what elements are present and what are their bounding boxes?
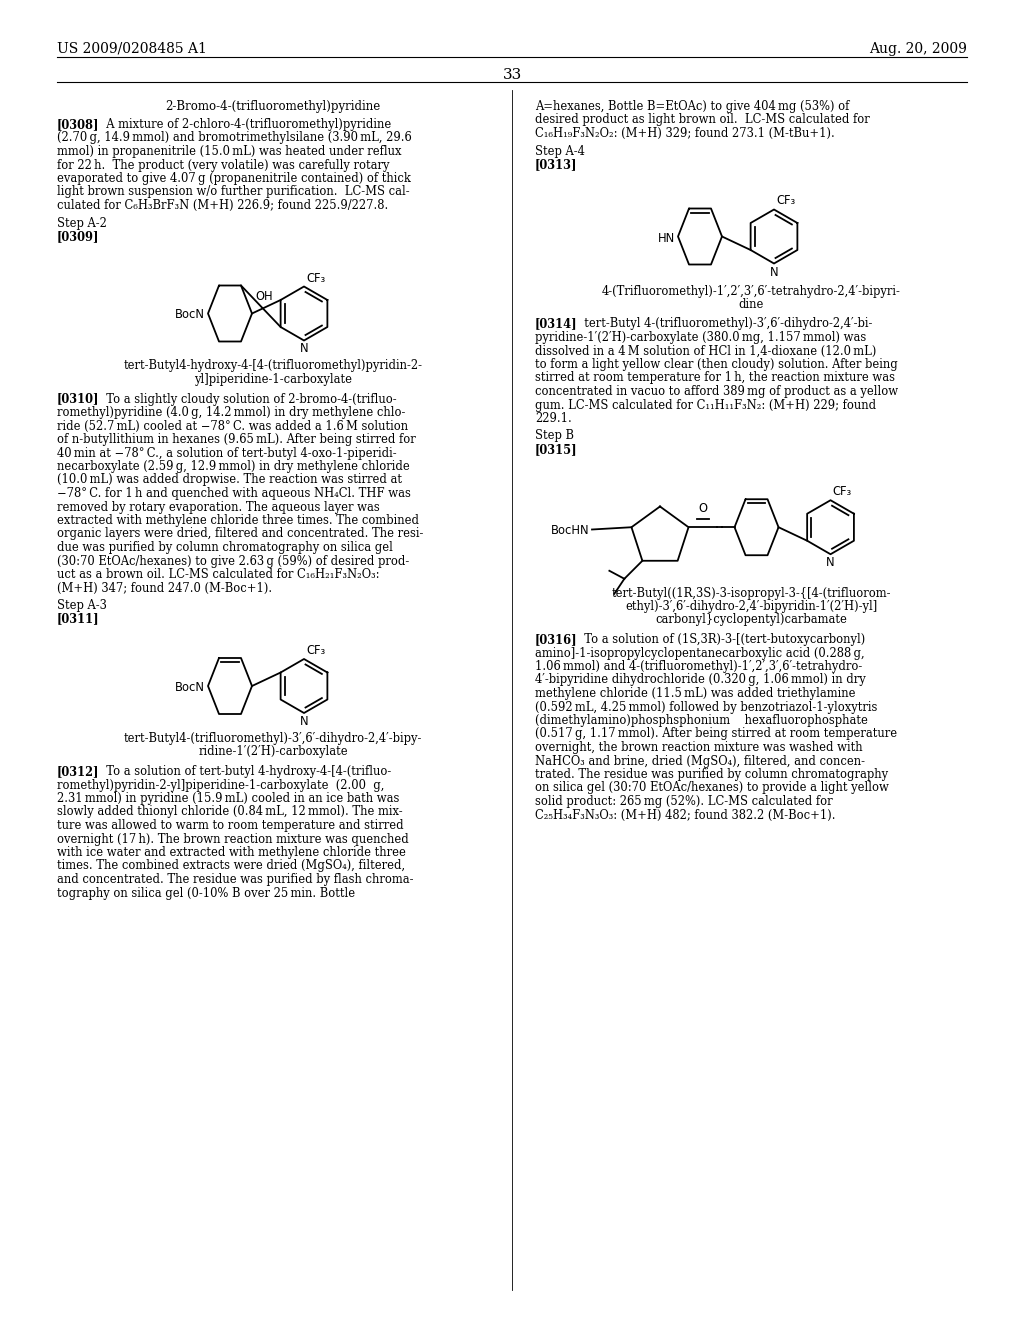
Text: dissolved in a 4 M solution of HCl in 1,4-dioxane (12.0 mL): dissolved in a 4 M solution of HCl in 1,… <box>535 345 877 358</box>
Text: necarboxylate (2.59 g, 12.9 mmol) in dry methylene chloride: necarboxylate (2.59 g, 12.9 mmol) in dry… <box>57 459 410 473</box>
Text: (M+H) 347; found 247.0 (M-Boc+1).: (M+H) 347; found 247.0 (M-Boc+1). <box>57 582 272 594</box>
Text: yl]piperidine-1-carboxylate: yl]piperidine-1-carboxylate <box>194 374 352 385</box>
Text: [0308]: [0308] <box>57 117 99 131</box>
Text: BocN: BocN <box>175 681 205 694</box>
Text: (0.517 g, 1.17 mmol). After being stirred at room temperature: (0.517 g, 1.17 mmol). After being stirre… <box>535 727 897 741</box>
Text: slowly added thionyl chloride (0.84 mL, 12 mmol). The mix-: slowly added thionyl chloride (0.84 mL, … <box>57 805 402 818</box>
Text: N: N <box>770 265 778 279</box>
Text: tography on silica gel (0-10% B over 25 min. Bottle: tography on silica gel (0-10% B over 25 … <box>57 887 355 899</box>
Text: methylene chloride (11.5 mL) was added triethylamine: methylene chloride (11.5 mL) was added t… <box>535 686 855 700</box>
Text: [0315]: [0315] <box>535 444 578 455</box>
Text: (0.592 mL, 4.25 mmol) followed by benzotriazol-1-yloxytris: (0.592 mL, 4.25 mmol) followed by benzot… <box>535 701 878 714</box>
Text: tert-Butyl((1R,3S)-3-isopropyl-3-{[4-(trifluorom-: tert-Butyl((1R,3S)-3-isopropyl-3-{[4-(tr… <box>611 586 891 599</box>
Text: dine: dine <box>738 298 764 312</box>
Text: N: N <box>300 715 308 729</box>
Text: US 2009/0208485 A1: US 2009/0208485 A1 <box>57 42 207 55</box>
Text: tert-Butyl 4-(trifluoromethyl)-3′,6′-dihydro-2,4′-bi-: tert-Butyl 4-(trifluoromethyl)-3′,6′-dih… <box>577 318 872 330</box>
Text: (10.0 mL) was added dropwise. The reaction was stirred at: (10.0 mL) was added dropwise. The reacti… <box>57 474 402 487</box>
Text: on silica gel (30:70 EtOAc/hexanes) to provide a light yellow: on silica gel (30:70 EtOAc/hexanes) to p… <box>535 781 889 795</box>
Text: (2.70 g, 14.9 mmol) and bromotrimethylsilane (3.90 mL, 29.6: (2.70 g, 14.9 mmol) and bromotrimethylsi… <box>57 132 412 144</box>
Text: concentrated in vacuo to afford 389 mg of product as a yellow: concentrated in vacuo to afford 389 mg o… <box>535 385 898 399</box>
Text: 1.06 mmol) and 4-(trifluoromethyl)-1′,2′,3′,6′-tetrahydro-: 1.06 mmol) and 4-(trifluoromethyl)-1′,2′… <box>535 660 862 673</box>
Text: mmol) in propanenitrile (15.0 mL) was heated under reflux: mmol) in propanenitrile (15.0 mL) was he… <box>57 145 401 158</box>
Text: organic layers were dried, filtered and concentrated. The resi-: organic layers were dried, filtered and … <box>57 528 423 540</box>
Text: 229.1.: 229.1. <box>535 412 571 425</box>
Text: 40 min at −78° C., a solution of tert-butyl 4-oxo-1-piperidi-: 40 min at −78° C., a solution of tert-bu… <box>57 446 396 459</box>
Text: to form a light yellow clear (then cloudy) solution. After being: to form a light yellow clear (then cloud… <box>535 358 898 371</box>
Text: C₂₅H₃₄F₃N₃O₃: (M+H) 482; found 382.2 (M-Boc+1).: C₂₅H₃₄F₃N₃O₃: (M+H) 482; found 382.2 (M-… <box>535 808 836 821</box>
Text: O: O <box>698 502 707 515</box>
Text: [0310]: [0310] <box>57 392 99 405</box>
Text: [0312]: [0312] <box>57 766 99 777</box>
Text: BocHN: BocHN <box>551 524 590 537</box>
Text: N: N <box>826 556 835 569</box>
Text: N: N <box>300 342 308 355</box>
Text: BocN: BocN <box>175 309 205 322</box>
Text: OH: OH <box>255 290 272 304</box>
Text: due was purified by column chromatography on silica gel: due was purified by column chromatograph… <box>57 541 393 554</box>
Text: desired product as light brown oil.  LC-MS calculated for: desired product as light brown oil. LC-M… <box>535 114 869 127</box>
Text: amino]-1-isopropylcyclopentanecarboxylic acid (0.288 g,: amino]-1-isopropylcyclopentanecarboxylic… <box>535 647 864 660</box>
Text: Step A-3: Step A-3 <box>57 599 106 612</box>
Text: 33: 33 <box>503 69 521 82</box>
Text: overnight, the brown reaction mixture was washed with: overnight, the brown reaction mixture wa… <box>535 741 862 754</box>
Text: Step A-2: Step A-2 <box>57 216 106 230</box>
Text: evaporated to give 4.07 g (propanenitrile contained) of thick: evaporated to give 4.07 g (propanenitril… <box>57 172 411 185</box>
Text: A mixture of 2-chloro-4-(trifluoromethyl)pyridine: A mixture of 2-chloro-4-(trifluoromethyl… <box>99 117 391 131</box>
Text: Step A-4: Step A-4 <box>535 144 585 157</box>
Text: ture was allowed to warm to room temperature and stirred: ture was allowed to warm to room tempera… <box>57 818 403 832</box>
Text: (30:70 EtOAc/hexanes) to give 2.63 g (59%) of desired prod-: (30:70 EtOAc/hexanes) to give 2.63 g (59… <box>57 554 410 568</box>
Text: extracted with methylene chloride three times. The combined: extracted with methylene chloride three … <box>57 513 419 527</box>
Text: [0314]: [0314] <box>535 318 578 330</box>
Text: To a solution of (1S,3R)-3-[(tert-butoxycarbonyl): To a solution of (1S,3R)-3-[(tert-butoxy… <box>577 634 865 645</box>
Text: A=hexanes, Bottle B=EtOAc) to give 404 mg (53%) of: A=hexanes, Bottle B=EtOAc) to give 404 m… <box>535 100 849 114</box>
Text: stirred at room temperature for 1 h, the reaction mixture was: stirred at room temperature for 1 h, the… <box>535 371 895 384</box>
Text: ride (52.7 mL) cooled at −78° C. was added a 1.6 M solution: ride (52.7 mL) cooled at −78° C. was add… <box>57 420 409 433</box>
Text: uct as a brown oil. LC-MS calculated for C₁₆H₂₁F₃N₂O₃:: uct as a brown oil. LC-MS calculated for… <box>57 568 380 581</box>
Text: CF₃: CF₃ <box>306 272 326 285</box>
Text: 4-(Trifluoromethyl)-1′,2′,3′,6′-tetrahydro-2,4′-bipyri-: 4-(Trifluoromethyl)-1′,2′,3′,6′-tetrahyd… <box>601 285 900 297</box>
Text: 4′-bipyridine dihydrochloride (0.320 g, 1.06 mmol) in dry: 4′-bipyridine dihydrochloride (0.320 g, … <box>535 673 865 686</box>
Text: removed by rotary evaporation. The aqueous layer was: removed by rotary evaporation. The aqueo… <box>57 500 380 513</box>
Text: −78° C. for 1 h and quenched with aqueous NH₄Cl. THF was: −78° C. for 1 h and quenched with aqueou… <box>57 487 411 500</box>
Text: [0316]: [0316] <box>535 634 578 645</box>
Text: NaHCO₃ and brine, dried (MgSO₄), filtered, and concen-: NaHCO₃ and brine, dried (MgSO₄), filtere… <box>535 755 865 767</box>
Text: of n-butyllithium in hexanes (9.65 mL). After being stirred for: of n-butyllithium in hexanes (9.65 mL). … <box>57 433 416 446</box>
Text: [0311]: [0311] <box>57 612 99 626</box>
Text: 2.31 mmol) in pyridine (15.9 mL) cooled in an ice bath was: 2.31 mmol) in pyridine (15.9 mL) cooled … <box>57 792 399 805</box>
Text: 2-Bromo-4-(trifluoromethyl)pyridine: 2-Bromo-4-(trifluoromethyl)pyridine <box>165 100 381 114</box>
Text: C₁₆H₁₉F₃N₂O₂: (M+H) 329; found 273.1 (M-tBu+1).: C₁₆H₁₉F₃N₂O₂: (M+H) 329; found 273.1 (M-… <box>535 127 835 140</box>
Text: [0313]: [0313] <box>535 158 578 172</box>
Text: Step B: Step B <box>535 429 574 442</box>
Text: culated for C₆H₃BrF₃N (M+H) 226.9; found 225.9/227.8.: culated for C₆H₃BrF₃N (M+H) 226.9; found… <box>57 199 388 213</box>
Text: pyridine-1′(2′H)-carboxylate (380.0 mg, 1.157 mmol) was: pyridine-1′(2′H)-carboxylate (380.0 mg, … <box>535 331 866 345</box>
Text: trated. The residue was purified by column chromatography: trated. The residue was purified by colu… <box>535 768 888 781</box>
Text: solid product: 265 mg (52%). LC-MS calculated for: solid product: 265 mg (52%). LC-MS calcu… <box>535 795 833 808</box>
Text: To a solution of tert-butyl 4-hydroxy-4-[4-(trifluo-: To a solution of tert-butyl 4-hydroxy-4-… <box>99 766 391 777</box>
Text: tert-Butyl4-hydroxy-4-[4-(trifluoromethyl)pyridin-2-: tert-Butyl4-hydroxy-4-[4-(trifluoromethy… <box>124 359 423 372</box>
Text: ethyl)-3′,6′-dihydro-2,4′-bipyridin-1′(2′H)-yl]: ethyl)-3′,6′-dihydro-2,4′-bipyridin-1′(2… <box>625 601 878 612</box>
Text: ridine-1′(2′H)-carboxylate: ridine-1′(2′H)-carboxylate <box>199 746 348 759</box>
Text: carbonyl}cyclopentyl)carbamate: carbonyl}cyclopentyl)carbamate <box>655 614 847 627</box>
Text: light brown suspension w/o further purification.  LC-MS cal-: light brown suspension w/o further purif… <box>57 186 410 198</box>
Text: for 22 h.  The product (very volatile) was carefully rotary: for 22 h. The product (very volatile) wa… <box>57 158 389 172</box>
Text: gum. LC-MS calculated for C₁₁H₁₁F₃N₂: (M+H) 229; found: gum. LC-MS calculated for C₁₁H₁₁F₃N₂: (M… <box>535 399 877 412</box>
Text: CF₃: CF₃ <box>776 194 796 207</box>
Text: HN: HN <box>657 231 675 244</box>
Text: romethyl)pyridine (4.0 g, 14.2 mmol) in dry methylene chlo-: romethyl)pyridine (4.0 g, 14.2 mmol) in … <box>57 407 406 418</box>
Text: To a slightly cloudy solution of 2-bromo-4-(trifluo-: To a slightly cloudy solution of 2-bromo… <box>99 392 396 405</box>
Text: CF₃: CF₃ <box>306 644 326 657</box>
Text: Aug. 20, 2009: Aug. 20, 2009 <box>869 42 967 55</box>
Text: tert-Butyl4-(trifluoromethyl)-3′,6′-dihydro-2,4′-bipy-: tert-Butyl4-(trifluoromethyl)-3′,6′-dihy… <box>124 733 422 744</box>
Text: (dimethylamino)phosphsphonium    hexafluorophosphate: (dimethylamino)phosphsphonium hexafluoro… <box>535 714 868 727</box>
Text: CF₃: CF₃ <box>833 486 852 498</box>
Text: and concentrated. The residue was purified by flash chroma-: and concentrated. The residue was purifi… <box>57 873 414 886</box>
Text: romethyl)pyridin-2-yl]piperidine-1-carboxylate  (2.00  g,: romethyl)pyridin-2-yl]piperidine-1-carbo… <box>57 779 384 792</box>
Text: overnight (17 h). The brown reaction mixture was quenched: overnight (17 h). The brown reaction mix… <box>57 833 409 846</box>
Text: with ice water and extracted with methylene chloride three: with ice water and extracted with methyl… <box>57 846 406 859</box>
Text: times. The combined extracts were dried (MgSO₄), filtered,: times. The combined extracts were dried … <box>57 859 406 873</box>
Text: [0309]: [0309] <box>57 230 99 243</box>
